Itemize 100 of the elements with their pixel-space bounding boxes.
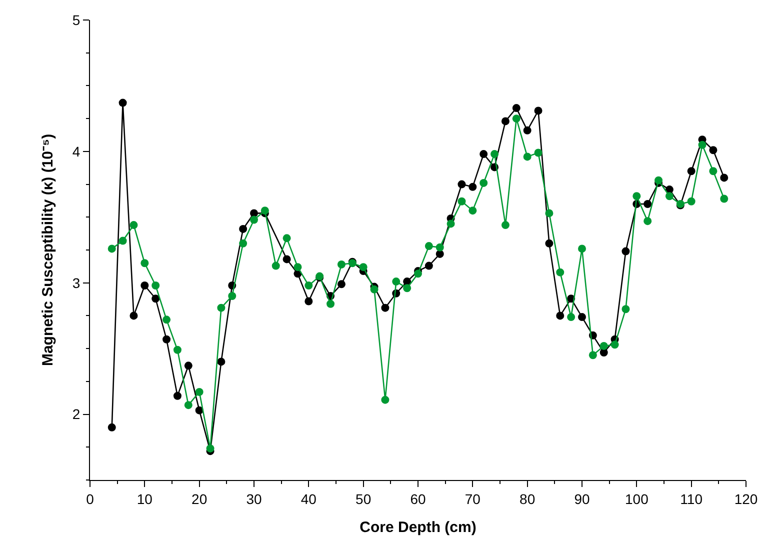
point — [108, 244, 116, 253]
point — [370, 285, 378, 294]
point — [282, 255, 291, 264]
point — [545, 239, 554, 248]
point — [654, 176, 663, 184]
point — [458, 180, 466, 188]
point — [687, 197, 696, 206]
point — [184, 362, 192, 370]
point — [326, 300, 335, 308]
point — [195, 388, 204, 396]
point — [118, 98, 127, 107]
x-tick-label: 90 — [574, 490, 590, 507]
point — [687, 167, 696, 176]
y-tick-label: 4 — [72, 143, 80, 160]
x-tick-label: 120 — [734, 490, 758, 507]
point — [644, 200, 652, 208]
point — [458, 197, 466, 206]
x-tick-label: 40 — [300, 490, 317, 507]
point — [173, 392, 182, 400]
point — [468, 182, 477, 191]
point — [578, 244, 586, 253]
point — [260, 206, 269, 215]
point — [610, 340, 619, 349]
point — [567, 313, 576, 322]
point — [282, 234, 291, 242]
point — [523, 152, 532, 161]
point — [622, 305, 630, 314]
point — [698, 140, 706, 149]
x-tick-label: 100 — [624, 490, 649, 507]
point — [152, 294, 160, 303]
point — [490, 150, 499, 158]
x-tick-label: 30 — [246, 490, 262, 507]
point — [480, 150, 488, 158]
point — [130, 221, 138, 230]
x-tick-label: 20 — [192, 490, 208, 507]
point — [184, 401, 192, 410]
point — [118, 236, 127, 245]
point — [403, 284, 412, 292]
point — [501, 221, 510, 230]
point — [140, 259, 149, 268]
point — [304, 297, 313, 306]
point — [381, 396, 390, 404]
point — [480, 178, 488, 187]
x-tick-label: 70 — [464, 490, 481, 507]
point — [709, 146, 718, 154]
x-tick-label: 0 — [86, 490, 94, 507]
y-tick-label: 3 — [72, 274, 80, 291]
point — [501, 117, 510, 126]
point — [512, 104, 520, 112]
point — [250, 216, 258, 224]
point — [512, 114, 520, 123]
point — [534, 106, 542, 115]
x-axis-title: Core Depth (cm) — [360, 518, 476, 536]
point — [173, 346, 182, 354]
point — [130, 312, 138, 320]
point — [272, 262, 280, 270]
point — [250, 209, 258, 218]
point — [720, 194, 728, 203]
point — [600, 342, 608, 350]
point — [217, 358, 226, 366]
point — [228, 292, 236, 300]
point — [162, 316, 171, 324]
x-tick-label: 80 — [520, 490, 536, 507]
point — [424, 242, 433, 250]
point — [152, 281, 160, 290]
point — [588, 351, 597, 360]
point — [424, 262, 433, 270]
point — [556, 268, 564, 276]
point — [337, 280, 346, 288]
point — [392, 278, 400, 286]
point — [436, 250, 444, 258]
point — [665, 192, 674, 200]
point — [162, 335, 171, 344]
point — [556, 312, 564, 320]
point — [644, 217, 652, 226]
y-axis-title: Magnetic Susceptibility (κ) (10⁻⁵) — [40, 134, 57, 366]
point — [622, 247, 630, 256]
point — [578, 313, 586, 322]
point — [217, 304, 226, 312]
point — [337, 260, 346, 268]
point — [239, 224, 248, 233]
point — [534, 148, 542, 157]
x-tick-label: 60 — [410, 490, 426, 507]
point — [468, 206, 477, 215]
point — [140, 281, 149, 290]
x-tick-label: 110 — [680, 490, 703, 507]
point — [381, 304, 390, 312]
y-tick-label: 5 — [72, 12, 80, 28]
point — [414, 270, 422, 278]
point — [709, 167, 718, 176]
point — [206, 444, 214, 452]
point — [108, 423, 116, 432]
point — [720, 174, 728, 182]
point — [632, 192, 641, 200]
point — [294, 263, 302, 272]
point — [436, 243, 444, 252]
x-tick-label: 10 — [136, 490, 153, 507]
point — [446, 220, 455, 228]
point — [239, 239, 248, 248]
y-tick-label: 2 — [72, 406, 80, 422]
